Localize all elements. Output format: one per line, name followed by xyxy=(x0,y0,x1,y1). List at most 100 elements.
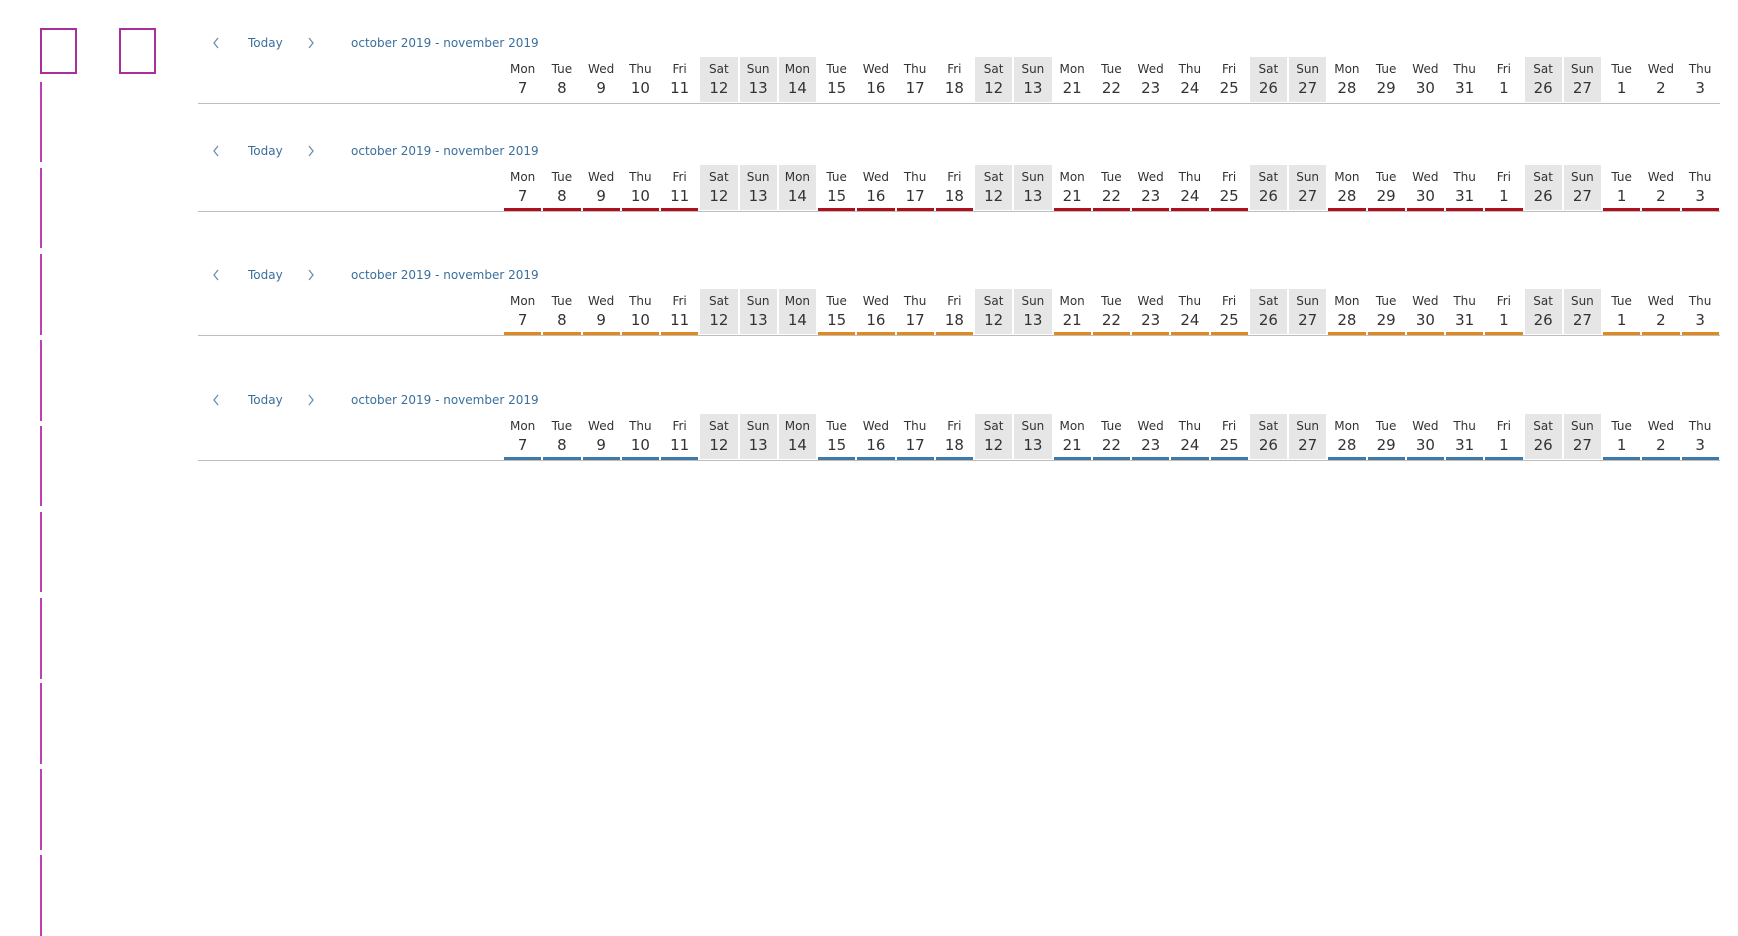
day-date: 7 xyxy=(517,187,528,205)
day-cell: Wed 2 xyxy=(1642,414,1680,460)
day-underline xyxy=(1485,208,1523,211)
day-date: 2 xyxy=(1656,187,1666,205)
day-cell: Sat 12 xyxy=(700,414,738,459)
day-date: 26 xyxy=(1533,436,1553,454)
day-date: 26 xyxy=(1258,311,1278,329)
day-name: Thu xyxy=(1688,419,1712,433)
day-name: Fri xyxy=(1496,419,1512,433)
day-date: 12 xyxy=(984,187,1004,205)
day-date: 30 xyxy=(1415,187,1435,205)
calendar-header: Today october 2019 - november 2019 Mon 7 Tue… xyxy=(198,267,1720,373)
day-cell: Sun 13 xyxy=(1014,165,1052,210)
next-button[interactable] xyxy=(306,267,316,287)
day-underline xyxy=(1053,208,1091,211)
day-cell: Wed 16 xyxy=(857,57,894,102)
day-underline xyxy=(543,208,581,211)
day-name: Fri xyxy=(947,294,962,308)
day-date: 21 xyxy=(1062,187,1082,205)
next-button[interactable] xyxy=(306,143,316,163)
day-cell: Sun 27 xyxy=(1289,165,1327,210)
day-underline xyxy=(1485,457,1523,460)
day-name: Wed xyxy=(1137,170,1164,184)
day-underline xyxy=(1367,457,1405,460)
day-date: 27 xyxy=(1572,79,1592,97)
day-cell: Wed 16 xyxy=(857,289,895,335)
day-name: Thu xyxy=(1178,62,1202,76)
day-cell: Wed 9 xyxy=(582,289,620,335)
day-name: Tue xyxy=(826,170,847,184)
today-button[interactable]: Today xyxy=(248,144,283,158)
day-date: 23 xyxy=(1141,187,1161,205)
day-underline xyxy=(621,208,659,211)
day-name: Mon xyxy=(1334,62,1360,76)
day-date: 29 xyxy=(1376,436,1396,454)
prev-button[interactable] xyxy=(211,267,221,287)
day-cell: Sat 12 xyxy=(700,165,738,210)
day-cell: Thu 31 xyxy=(1446,414,1484,460)
placeholder-box xyxy=(40,28,77,74)
day-name: Mon xyxy=(1059,294,1085,308)
day-cell: Mon 28 xyxy=(1328,414,1366,460)
day-date: 1 xyxy=(1499,187,1509,205)
day-date: 13 xyxy=(748,436,768,454)
today-button[interactable]: Today xyxy=(248,393,283,407)
today-button[interactable]: Today xyxy=(248,36,283,50)
day-cell: Tue 15 xyxy=(818,57,855,102)
day-cell: Thu 31 xyxy=(1446,165,1484,211)
next-button[interactable] xyxy=(306,392,316,412)
day-name: Wed xyxy=(1137,294,1164,308)
day-date: 9 xyxy=(596,79,606,97)
day-name: Fri xyxy=(1221,170,1237,184)
day-name: Mon xyxy=(784,62,811,76)
day-name: Sat xyxy=(983,294,1004,308)
day-date: 9 xyxy=(596,187,606,205)
day-name: Wed xyxy=(1412,62,1439,76)
day-date: 16 xyxy=(866,311,886,329)
day-underline xyxy=(1328,457,1366,460)
day-date: 18 xyxy=(944,79,964,97)
day-name: Tue xyxy=(826,419,847,433)
day-date: 27 xyxy=(1572,436,1592,454)
day-underline xyxy=(1446,208,1484,211)
day-date: 23 xyxy=(1141,79,1161,97)
day-name: Mon xyxy=(509,294,536,308)
day-date: 3 xyxy=(1695,436,1705,454)
day-cell: Thu 3 xyxy=(1681,165,1719,211)
divider xyxy=(40,82,42,162)
day-name: Sat xyxy=(709,419,729,433)
day-cell: Mon 7 xyxy=(504,165,542,211)
day-cell: Mon 7 xyxy=(504,414,542,460)
next-button[interactable] xyxy=(306,35,316,55)
day-cell: Sun 27 xyxy=(1289,414,1327,459)
day-cell: Thu 3 xyxy=(1681,289,1719,335)
day-cell: Sat 26 xyxy=(1524,289,1562,334)
day-date: 13 xyxy=(748,311,768,329)
date-range: october 2019 - november 2019 xyxy=(351,393,539,407)
day-cell: Wed 30 xyxy=(1407,57,1444,102)
calendar-header: Today october 2019 - november 2019 Mon 7 Tue… xyxy=(198,35,1720,141)
prev-button[interactable] xyxy=(211,143,221,163)
today-button[interactable]: Today xyxy=(248,268,283,282)
day-name: Sun xyxy=(746,419,770,433)
day-date: 3 xyxy=(1695,79,1705,97)
day-date: 30 xyxy=(1415,311,1435,329)
day-name: Sat xyxy=(1258,294,1279,308)
day-date: 31 xyxy=(1455,187,1475,205)
day-date: 11 xyxy=(670,311,690,329)
day-underline xyxy=(1092,457,1130,460)
day-name: Wed xyxy=(588,419,615,433)
day-underline xyxy=(621,332,659,335)
day-date: 11 xyxy=(670,436,690,454)
day-underline xyxy=(818,208,856,211)
day-underline xyxy=(1092,208,1130,211)
prev-button[interactable] xyxy=(211,392,221,412)
day-cell: Thu 24 xyxy=(1171,289,1209,335)
day-cell: Wed 16 xyxy=(857,165,895,211)
day-date: 1 xyxy=(1499,436,1509,454)
divider xyxy=(40,340,42,421)
day-name: Thu xyxy=(1453,170,1476,184)
day-name: Sun xyxy=(1021,419,1045,433)
day-cell: Thu 24 xyxy=(1171,57,1208,102)
prev-button[interactable] xyxy=(211,35,221,55)
day-cell: Fri 1 xyxy=(1485,165,1523,211)
